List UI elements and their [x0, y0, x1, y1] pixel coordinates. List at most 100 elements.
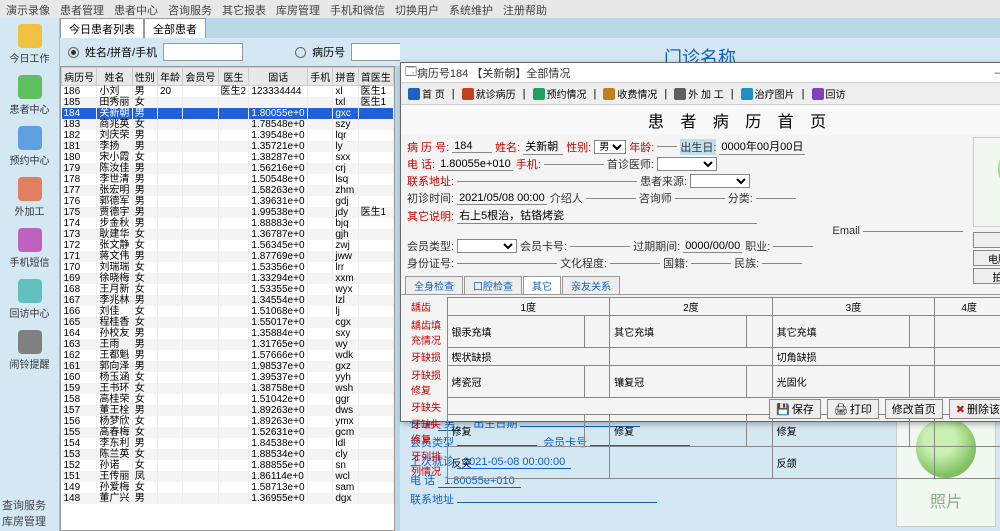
menu-item[interactable]: 注册帮助 [503, 2, 547, 16]
inner-tab[interactable]: 口腔检查 [464, 276, 522, 294]
table-row[interactable]: 166刘佳女1.51068e+0lj [62, 306, 394, 317]
table-row[interactable]: 173耿建华女1.36787e+0gjh [62, 229, 394, 240]
table-row[interactable]: 168王月新女1.53355e+0wyx [62, 284, 394, 295]
table-row[interactable]: 177张宏明男1.58263e+0zhm [62, 185, 394, 196]
firstdoc-select[interactable] [657, 157, 717, 171]
toolbar-item[interactable]: 治疗图片 [738, 85, 798, 102]
sidebar-item[interactable]: 外加工 [0, 171, 59, 222]
table-row[interactable]: 179陈汝佳男1.56216e+0crj [62, 163, 394, 174]
table-row[interactable]: 157董王栓男1.89263e+0dws [62, 405, 394, 416]
table-row[interactable]: 158高桂荣女1.51042e+0ggr [62, 394, 394, 405]
minimize-button[interactable]: — [985, 67, 1000, 79]
menu-item[interactable]: 患者中心 [114, 2, 158, 16]
column-header[interactable]: 拼音 [333, 68, 358, 86]
column-header[interactable]: 固话 [249, 68, 308, 86]
save-button[interactable]: 💾保存 [769, 399, 821, 419]
column-header[interactable]: 病历号 [62, 68, 97, 86]
table-row[interactable]: 174步金秋男1.88883e+0bjq [62, 218, 394, 229]
column-header[interactable]: 年龄 [157, 68, 182, 86]
table-row[interactable]: 172张文静女1.56345e+0zwj [62, 240, 394, 251]
table-row[interactable]: 164孙校友男1.35884e+0sxy [62, 328, 394, 339]
sidebar-item[interactable]: 预约中心 [0, 120, 59, 171]
sidebar-icon [18, 126, 42, 150]
toolbar-item[interactable]: 收费情况 [600, 85, 660, 102]
column-header[interactable]: 医生 [218, 68, 249, 86]
table-row[interactable]: 165程桂香女1.55017e+0cgx [62, 317, 394, 328]
table-row[interactable]: 169徐晓梅女1.33294e+0xxm [62, 273, 394, 284]
table-row[interactable]: 148董广兴男1.36955e+0dgx [62, 493, 394, 504]
table-row[interactable]: 181李扬男1.35721e+0ly [62, 141, 394, 152]
table-row[interactable]: 155高春梅女1.52631e+0gcm [62, 427, 394, 438]
sidebar-item[interactable]: 今日工作 [0, 18, 59, 69]
table-row[interactable]: 180宋小霞女1.38287e+0sxx [62, 152, 394, 163]
menu-item[interactable]: 切换用户 [395, 2, 439, 16]
menu-item[interactable]: 演示录像 [6, 2, 50, 16]
table-row[interactable]: 159王书环女1.38758e+0wsh [62, 383, 394, 394]
table-row[interactable]: 184关新朝男1.80055e+0gxc [62, 108, 394, 119]
source-select[interactable] [690, 174, 750, 188]
column-header[interactable]: 手机 [308, 68, 333, 86]
table-row[interactable]: 163王雨男1.31765e+0wy [62, 339, 394, 350]
sidebar-item[interactable]: 手机短信 [0, 222, 59, 273]
table-row[interactable]: 161郭向泽男1.98537e+0gxz [62, 361, 394, 372]
column-header[interactable]: 会员号 [183, 68, 218, 86]
table-row[interactable]: 149孙爱梅女1.58713e+0sam [62, 482, 394, 493]
menu-item[interactable]: 患者管理 [60, 2, 104, 16]
search-input-name[interactable] [163, 43, 243, 61]
sidebar-icon [18, 228, 42, 252]
memtype-select[interactable] [457, 239, 517, 253]
column-header[interactable]: 首医生 [358, 68, 393, 86]
table-row[interactable]: 153陈兰英女1.88534e+0cly [62, 449, 394, 460]
menu-item[interactable]: 咨询服务 [168, 2, 212, 16]
menu-item[interactable]: 其它报表 [222, 2, 266, 16]
table-row[interactable]: 178李世清男1.50548e+0lsq [62, 174, 394, 185]
toolbar-item[interactable]: 预约情况 [530, 85, 590, 102]
sidebar-bottom-item[interactable]: 库房管理 [2, 513, 57, 529]
sidebar-item[interactable]: 闹铃提醒 [0, 324, 59, 375]
table-row[interactable]: 182刘庆荣男1.39548e+0lqr [62, 130, 394, 141]
table-row[interactable]: 156杨梦欣女1.89263e+0ymx [62, 416, 394, 427]
inner-tab[interactable]: 全身检查 [405, 276, 463, 294]
column-header[interactable]: 性别 [132, 68, 157, 86]
patient-grid: 病历号姓名性别年龄会员号医生固话手机拼音首医生 186小刘男20医生212333… [60, 66, 395, 531]
table-row[interactable]: 160杨玉涵女1.39537e+0yyh [62, 372, 394, 383]
print-button[interactable]: 🖨打印 [827, 399, 879, 419]
radio-name[interactable] [68, 47, 79, 58]
table-row[interactable]: 170刘瑞瑞女1.53356e+0lrr [62, 262, 394, 273]
sidebar-item[interactable]: 患者中心 [0, 69, 59, 120]
table-row[interactable]: 171蒋文伟男1.87769e+0jww [62, 251, 394, 262]
tab[interactable]: 今日患者列表 [60, 18, 144, 38]
menu-item[interactable]: 系统维护 [449, 2, 493, 16]
shoot-button[interactable]: 拍 [973, 268, 1000, 284]
sidebar-item[interactable]: 回访中心 [0, 273, 59, 324]
column-header[interactable]: 姓名 [97, 68, 132, 86]
edit-button[interactable]: 修改首页 [885, 399, 943, 419]
table-row[interactable]: 176郭德军男1.39631e+0gdj [62, 196, 394, 207]
select-photo-button[interactable]: 选取照片.. [973, 232, 1000, 248]
table-row[interactable]: 167李兆林男1.34554e+0lzl [62, 295, 394, 306]
table-row[interactable]: 175贾德宇男1.99538e+0jdy医生1 [62, 207, 394, 218]
table-row[interactable]: 183商兆英女1.78548e+0szy [62, 119, 394, 130]
sex-select[interactable]: 男 [594, 140, 626, 154]
table-row[interactable]: 162王都魁男1.57666e+0wdk [62, 350, 394, 361]
inner-tab[interactable]: 亲友关系 [562, 276, 620, 294]
camera-button[interactable]: 电脑摄像头采集 [973, 250, 1000, 266]
toolbar-item[interactable]: 就诊病历 [459, 85, 519, 102]
toolbar-item[interactable]: 回访 [809, 85, 849, 102]
table-row[interactable]: 186小刘男20医生2123334444xl医生1 [62, 86, 394, 98]
radio-recordno[interactable] [295, 47, 306, 58]
table-row[interactable]: 185田秀丽女txl医生1 [62, 97, 394, 108]
delete-button[interactable]: ✖删除该病人全部资料 [949, 399, 1000, 419]
sidebar-icon [18, 75, 42, 99]
tab[interactable]: 全部患者 [144, 18, 206, 38]
top-menu[interactable]: 演示录像患者管理患者中心咨询服务其它报表库房管理手机和微信切换用户系统维护注册帮… [0, 0, 1000, 18]
table-row[interactable]: 154李东利男1.84538e+0ldl [62, 438, 394, 449]
sidebar-bottom-item[interactable]: 查询服务 [2, 497, 57, 513]
table-row[interactable]: 151王传丽凤1.86114e+0wcl [62, 471, 394, 482]
menu-item[interactable]: 手机和微信 [330, 2, 385, 16]
menu-item[interactable]: 库房管理 [276, 2, 320, 16]
inner-tab[interactable]: 其它 [523, 276, 561, 294]
toolbar-item[interactable]: 首 页 [405, 85, 448, 102]
table-row[interactable]: 152孙诺女1.88855e+0sn [62, 460, 394, 471]
toolbar-item[interactable]: 外 加 工 [671, 85, 727, 102]
